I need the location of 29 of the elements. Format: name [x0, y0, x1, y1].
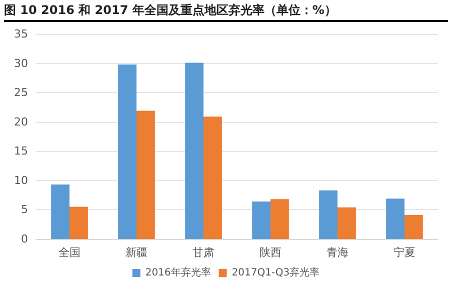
bar: [136, 110, 155, 239]
bar: [270, 199, 289, 239]
y-tick-label: 35: [14, 28, 28, 40]
y-tick-label: 30: [14, 56, 28, 70]
bar: [118, 64, 136, 239]
x-tick-label: 宁夏: [394, 246, 416, 259]
legend-label: 2016年弃光率: [145, 266, 211, 278]
bar: [404, 214, 423, 239]
bar: [319, 190, 338, 239]
y-tick-label: 10: [14, 174, 28, 187]
x-tick-label: 青海: [326, 246, 348, 259]
bar: [70, 206, 88, 239]
y-tick-label: 5: [21, 203, 28, 216]
bar: [51, 184, 70, 239]
bar: [338, 207, 356, 239]
y-tick-label: 0: [21, 232, 28, 246]
x-tick-label: 甘肃: [192, 246, 214, 259]
bar: [252, 202, 270, 239]
x-tick-label: 陕西: [260, 246, 282, 259]
chart-title: 图 10 2016 和 2017 年全国及重点地区弃光率（单位：%）: [4, 2, 338, 19]
legend-label: 2017Q1-Q3弃光率: [232, 266, 320, 278]
bar: [185, 62, 204, 239]
y-tick-label: 20: [14, 115, 28, 128]
x-tick-label: 全国: [58, 246, 80, 259]
x-tick-label: 新疆: [126, 246, 148, 259]
bar: [204, 116, 222, 239]
y-tick-label: 15: [14, 144, 28, 158]
y-tick-label: 25: [14, 86, 28, 100]
bar: [386, 198, 404, 239]
